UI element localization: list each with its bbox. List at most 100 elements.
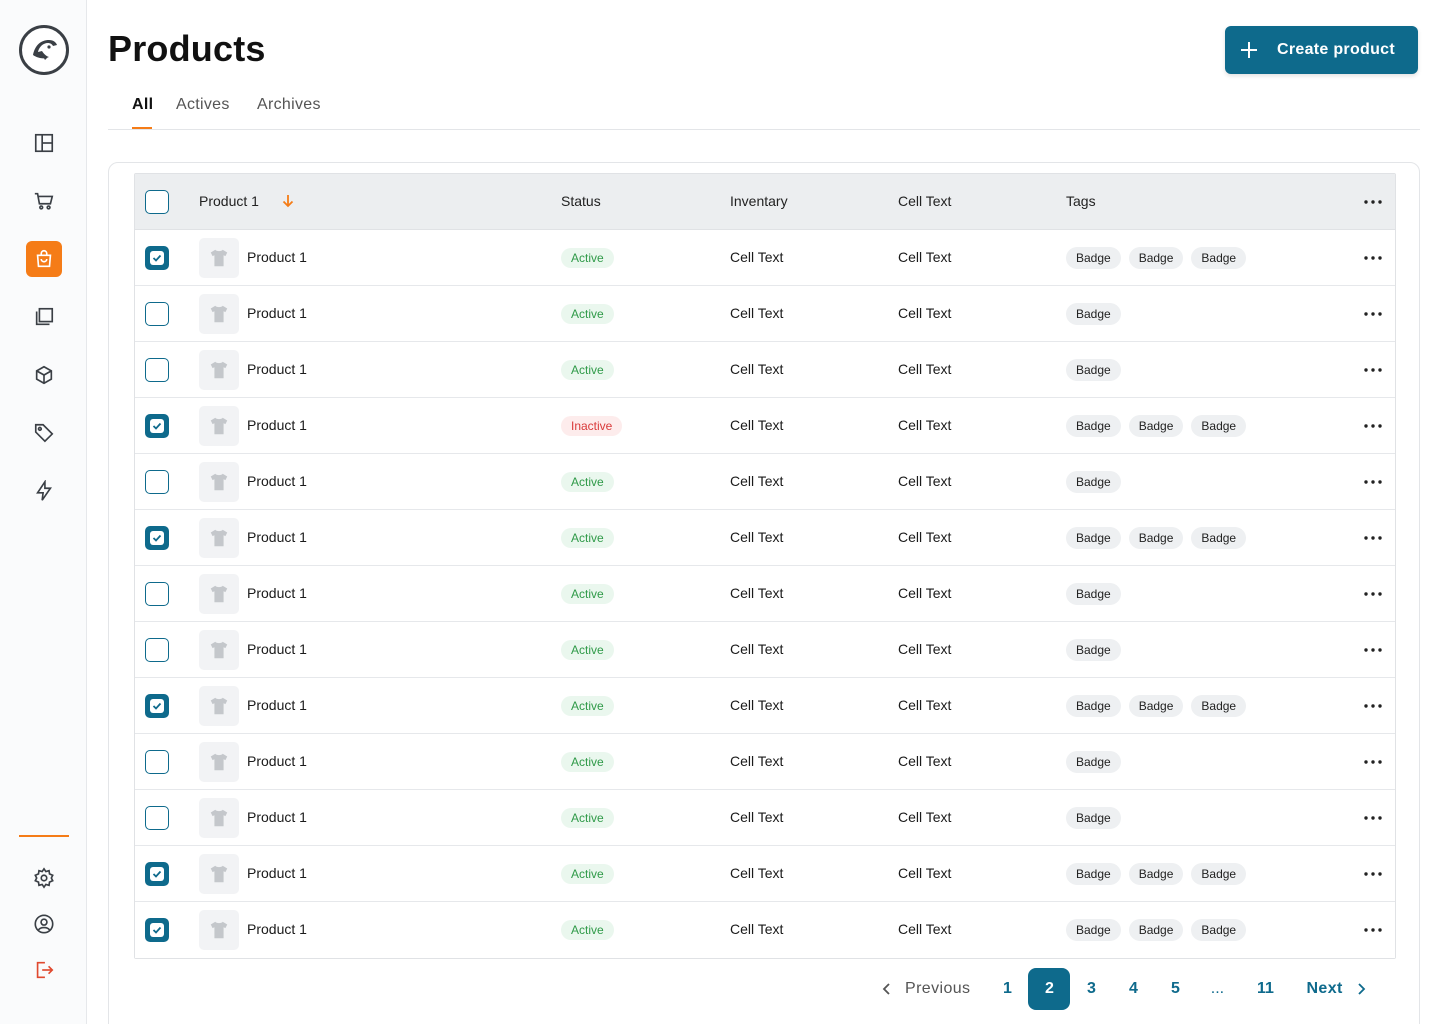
product-thumbnail[interactable] <box>199 518 239 558</box>
product-thumbnail[interactable] <box>199 798 239 838</box>
product-name[interactable]: Product 1 <box>247 641 307 657</box>
page-1[interactable]: 1 <box>1003 980 1012 997</box>
row-checkbox[interactable] <box>145 246 169 270</box>
row-checkbox[interactable] <box>145 694 169 718</box>
row-checkbox[interactable] <box>145 302 169 326</box>
product-name[interactable]: Product 1 <box>247 809 307 825</box>
column-header-tags[interactable]: Tags <box>1066 193 1096 209</box>
nav-collections[interactable] <box>26 299 62 335</box>
table-header: Product 1 Status Inventary Cell Text Tag… <box>135 174 1395 230</box>
create-product-button[interactable]: Create product <box>1225 26 1418 74</box>
tab-actives[interactable]: Actives <box>176 96 230 113</box>
nav-inventory[interactable] <box>26 357 62 393</box>
table-row[interactable]: Product 1 Active Cell Text Cell Text Bad… <box>135 454 1395 510</box>
table-row[interactable]: Product 1 Active Cell Text Cell Text Bad… <box>135 566 1395 622</box>
tab-archives[interactable]: Archives <box>257 96 321 113</box>
column-header-product[interactable]: Product 1 <box>199 193 259 209</box>
product-name[interactable]: Product 1 <box>247 753 307 769</box>
product-thumbnail[interactable] <box>199 686 239 726</box>
table-row[interactable]: Product 1 Active Cell Text Cell Text Bad… <box>135 622 1395 678</box>
page-4[interactable]: 4 <box>1129 980 1138 997</box>
row-checkbox[interactable] <box>145 918 169 942</box>
column-header-cell-text[interactable]: Cell Text <box>898 193 952 209</box>
product-name[interactable]: Product 1 <box>247 417 307 433</box>
row-more-button[interactable] <box>1363 864 1383 884</box>
product-thumbnail[interactable] <box>199 742 239 782</box>
tab-all[interactable]: All <box>132 96 154 113</box>
table-row[interactable]: Product 1 Active Cell Text Cell Text Bad… <box>135 902 1395 958</box>
more-horizontal-icon <box>1364 536 1382 540</box>
row-checkbox[interactable] <box>145 414 169 438</box>
arrow-down-icon[interactable] <box>280 193 296 209</box>
table-row[interactable]: Product 1 Active Cell Text Cell Text Bad… <box>135 846 1395 902</box>
product-name[interactable]: Product 1 <box>247 249 307 265</box>
previous-page-button[interactable]: Previous <box>879 980 970 998</box>
page-5[interactable]: 5 <box>1171 980 1180 997</box>
column-header-inventory[interactable]: Inventary <box>730 193 788 209</box>
row-more-button[interactable] <box>1363 752 1383 772</box>
row-checkbox[interactable] <box>145 358 169 382</box>
product-thumbnail[interactable] <box>199 854 239 894</box>
product-name[interactable]: Product 1 <box>247 921 307 937</box>
product-thumbnail[interactable] <box>199 630 239 670</box>
product-thumbnail[interactable] <box>199 350 239 390</box>
select-all-checkbox[interactable] <box>145 190 169 214</box>
row-more-button[interactable] <box>1363 416 1383 436</box>
row-checkbox[interactable] <box>145 526 169 550</box>
nav-dashboard[interactable] <box>26 125 62 161</box>
table-row[interactable]: Product 1 Active Cell Text Cell Text Bad… <box>135 734 1395 790</box>
product-name[interactable]: Product 1 <box>247 361 307 377</box>
product-name[interactable]: Product 1 <box>247 697 307 713</box>
nav-discounts[interactable] <box>26 415 62 451</box>
product-name[interactable]: Product 1 <box>247 585 307 601</box>
product-thumbnail[interactable] <box>199 238 239 278</box>
nav-products[interactable] <box>26 241 62 277</box>
row-checkbox[interactable] <box>145 862 169 886</box>
row-more-button[interactable] <box>1363 472 1383 492</box>
table-row[interactable]: Product 1 Active Cell Text Cell Text Bad… <box>135 790 1395 846</box>
product-thumbnail[interactable] <box>199 574 239 614</box>
brand-logo[interactable] <box>19 25 69 75</box>
page-2[interactable]: 2 <box>1028 968 1071 1010</box>
row-more-button[interactable] <box>1363 304 1383 324</box>
row-more-button[interactable] <box>1363 920 1383 940</box>
product-thumbnail[interactable] <box>199 294 239 334</box>
row-more-button[interactable] <box>1363 360 1383 380</box>
cell-text: Cell Text <box>898 921 952 937</box>
table-row[interactable]: Product 1 Active Cell Text Cell Text Bad… <box>135 230 1395 286</box>
table-row[interactable]: Product 1 Inactive Cell Text Cell Text B… <box>135 398 1395 454</box>
nav-orders[interactable] <box>26 183 62 219</box>
nav-logout[interactable] <box>26 952 62 988</box>
table-row[interactable]: Product 1 Active Cell Text Cell Text Bad… <box>135 678 1395 734</box>
row-checkbox[interactable] <box>145 582 169 606</box>
header-more-button[interactable] <box>1363 192 1383 212</box>
row-more-button[interactable] <box>1363 640 1383 660</box>
row-checkbox[interactable] <box>145 806 169 830</box>
row-checkbox[interactable] <box>145 638 169 662</box>
product-name[interactable]: Product 1 <box>247 865 307 881</box>
next-page-button[interactable]: Next <box>1306 980 1368 998</box>
row-checkbox[interactable] <box>145 750 169 774</box>
row-checkbox[interactable] <box>145 470 169 494</box>
product-thumbnail[interactable] <box>199 910 239 950</box>
nav-automation[interactable] <box>26 473 62 509</box>
product-thumbnail[interactable] <box>199 462 239 502</box>
row-more-button[interactable] <box>1363 584 1383 604</box>
product-name[interactable]: Product 1 <box>247 305 307 321</box>
cell-text: Cell Text <box>898 529 952 545</box>
nav-settings[interactable] <box>26 860 62 896</box>
row-more-button[interactable] <box>1363 696 1383 716</box>
row-more-button[interactable] <box>1363 248 1383 268</box>
page-11[interactable]: 11 <box>1256 980 1274 997</box>
page-3[interactable]: 3 <box>1087 980 1096 997</box>
table-row[interactable]: Product 1 Active Cell Text Cell Text Bad… <box>135 510 1395 566</box>
product-thumbnail[interactable] <box>199 406 239 446</box>
column-header-status[interactable]: Status <box>561 193 601 209</box>
product-name[interactable]: Product 1 <box>247 529 307 545</box>
row-more-button[interactable] <box>1363 808 1383 828</box>
row-more-button[interactable] <box>1363 528 1383 548</box>
table-row[interactable]: Product 1 Active Cell Text Cell Text Bad… <box>135 286 1395 342</box>
product-name[interactable]: Product 1 <box>247 473 307 489</box>
table-row[interactable]: Product 1 Active Cell Text Cell Text Bad… <box>135 342 1395 398</box>
nav-account[interactable] <box>26 906 62 942</box>
